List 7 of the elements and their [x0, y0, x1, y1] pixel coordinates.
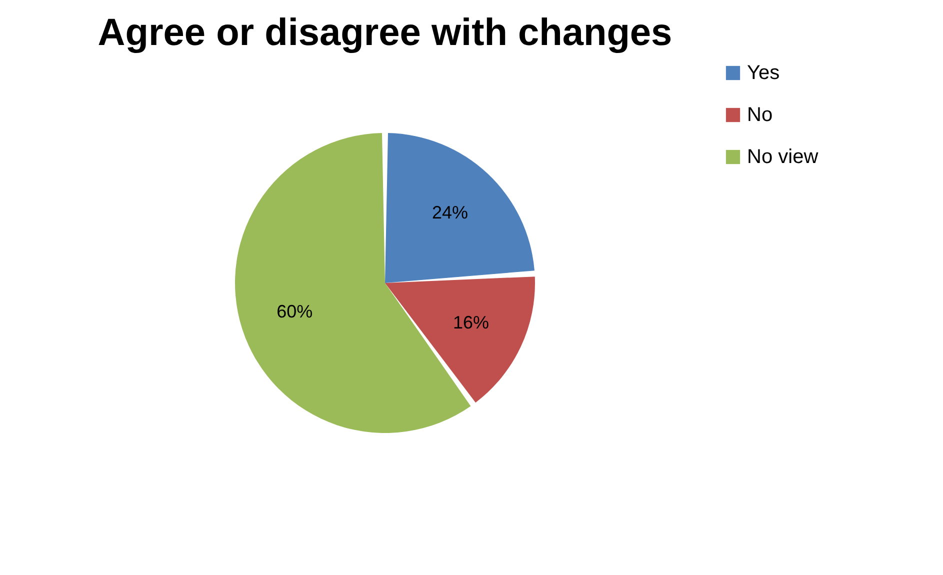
data-label: 24% — [432, 202, 468, 223]
legend-label: Yes — [747, 62, 780, 84]
data-label: 60% — [276, 301, 313, 322]
chart-title: Agree or disagree with changes — [98, 12, 672, 54]
legend-label: No view — [747, 146, 819, 168]
data-label: 16% — [452, 312, 489, 332]
legend-label: No — [747, 104, 773, 126]
